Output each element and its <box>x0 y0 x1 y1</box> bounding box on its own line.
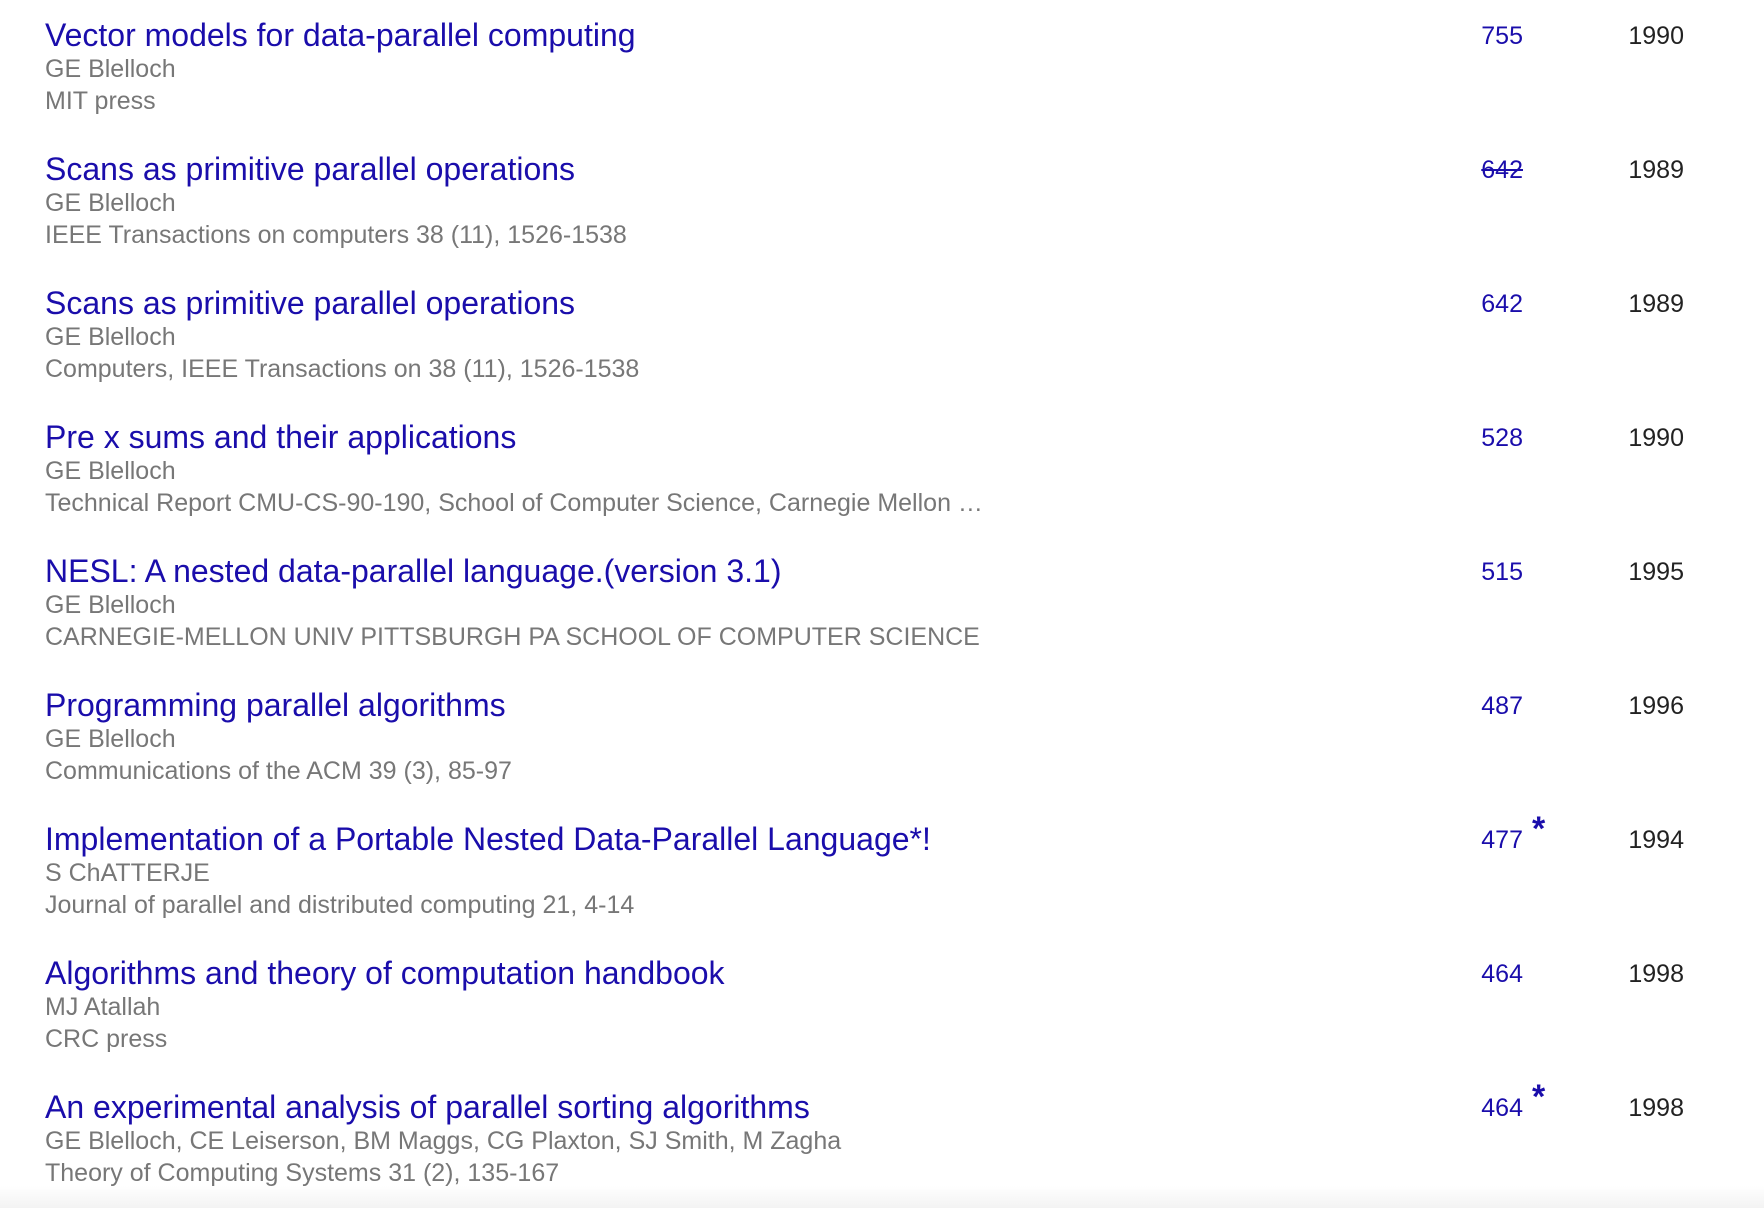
cited-by-count-link[interactable]: 515 <box>1481 558 1523 586</box>
publication-authors: GE Blelloch <box>45 55 176 83</box>
cited-by-count-link[interactable]: 528 <box>1481 424 1523 452</box>
publication-year[interactable]: 1989 <box>1628 156 1684 184</box>
publication-authors: GE Blelloch <box>45 323 176 351</box>
publication-authors: S ChATTERJE <box>45 859 210 887</box>
publication-venue: Communications of the ACM 39 (3), 85-97 <box>45 757 512 785</box>
publication-authors: GE Blelloch, CE Leiserson, BM Maggs, CG … <box>45 1127 842 1155</box>
publication-row: An experimental analysis of parallel sor… <box>0 1072 1764 1206</box>
publication-venue: Theory of Computing Systems 31 (2), 135-… <box>45 1159 560 1187</box>
publication-year[interactable]: 1998 <box>1628 1094 1684 1122</box>
publication-title-link[interactable]: An experimental analysis of parallel sor… <box>45 1089 810 1125</box>
publication-row: Algorithms and theory of computation han… <box>0 938 1764 1072</box>
publication-title-link[interactable]: NESL: A nested data-parallel language.(v… <box>45 553 782 589</box>
cited-by-count-link[interactable]: 642 <box>1481 290 1523 318</box>
cited-by-count-link[interactable]: 464 <box>1481 960 1523 988</box>
publication-row: Scans as primitive parallel operations G… <box>0 134 1764 268</box>
publication-row: Vector models for data-parallel computin… <box>0 0 1764 134</box>
publication-year[interactable]: 1990 <box>1628 22 1684 50</box>
publication-year[interactable]: 1994 <box>1628 826 1684 854</box>
publication-authors: GE Blelloch <box>45 591 176 619</box>
cited-by-count-link[interactable]: 477 <box>1481 826 1523 854</box>
publication-row: Implementation of a Portable Nested Data… <box>0 804 1764 938</box>
publication-title-link[interactable]: Scans as primitive parallel operations <box>45 151 576 187</box>
publication-year[interactable]: 1989 <box>1628 290 1684 318</box>
publication-venue: Journal of parallel and distributed comp… <box>45 891 635 919</box>
cited-by-count-link[interactable]: 464 <box>1481 1094 1523 1122</box>
publication-authors: GE Blelloch <box>45 189 176 217</box>
publication-venue: MIT press <box>45 87 156 115</box>
publication-year[interactable]: 1995 <box>1628 558 1684 586</box>
publication-venue: CRC press <box>45 1025 168 1053</box>
merged-citations-star-icon[interactable]: * <box>1532 810 1546 848</box>
publication-venue: Technical Report CMU-CS-90-190, School o… <box>45 489 983 517</box>
publication-title-link[interactable]: Pre x sums and their applications <box>45 419 517 455</box>
publication-row: Scans as primitive parallel operations G… <box>0 268 1764 402</box>
publication-venue: IEEE Transactions on computers 38 (11), … <box>45 221 627 249</box>
bottom-fade-shadow <box>0 1186 1764 1208</box>
publication-title-link[interactable]: Vector models for data-parallel computin… <box>45 17 636 53</box>
publication-row: NESL: A nested data-parallel language.(v… <box>0 536 1764 670</box>
publication-authors: GE Blelloch <box>45 725 176 753</box>
cited-by-count-link[interactable]: 642 <box>1481 156 1523 184</box>
publication-year[interactable]: 1990 <box>1628 424 1684 452</box>
publication-row: Programming parallel algorithms GE Blell… <box>0 670 1764 804</box>
cited-by-count-link[interactable]: 487 <box>1481 692 1523 720</box>
publication-title-link[interactable]: Scans as primitive parallel operations <box>45 285 576 321</box>
publication-title-link[interactable]: Programming parallel algorithms <box>45 687 506 723</box>
publication-row: Pre x sums and their applications GE Ble… <box>0 402 1764 536</box>
publication-authors: GE Blelloch <box>45 457 176 485</box>
publication-title-link[interactable]: Implementation of a Portable Nested Data… <box>45 821 931 857</box>
cited-by-count-link[interactable]: 755 <box>1481 22 1523 50</box>
merged-citations-star-icon[interactable]: * <box>1532 1078 1546 1116</box>
publication-authors: MJ Atallah <box>45 993 161 1021</box>
publication-title-link[interactable]: Algorithms and theory of computation han… <box>45 955 725 991</box>
publication-venue: Computers, IEEE Transactions on 38 (11),… <box>45 355 640 383</box>
publication-venue: CARNEGIE-MELLON UNIV PITTSBURGH PA SCHOO… <box>45 623 980 651</box>
publication-year[interactable]: 1998 <box>1628 960 1684 988</box>
publication-year[interactable]: 1996 <box>1628 692 1684 720</box>
